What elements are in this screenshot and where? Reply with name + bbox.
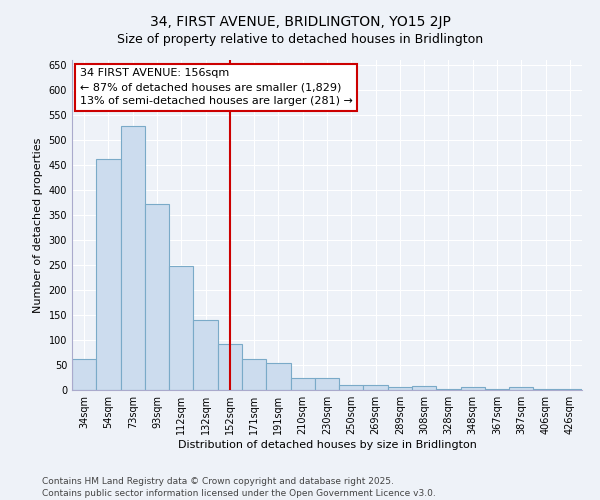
Y-axis label: Number of detached properties: Number of detached properties (33, 138, 43, 312)
Bar (436, 389, 461, 390)
Bar (461, 386, 485, 390)
Bar (193, 320, 218, 390)
Bar (412, 386, 436, 390)
Bar (218, 344, 242, 390)
Bar (266, 363, 290, 390)
Bar (533, 388, 558, 390)
Bar (509, 387, 533, 390)
Bar (242, 359, 266, 390)
Text: Size of property relative to detached houses in Bridlington: Size of property relative to detached ho… (117, 32, 483, 46)
Bar (96, 158, 121, 390)
Bar (315, 378, 339, 390)
Bar (169, 266, 193, 390)
X-axis label: Distribution of detached houses by size in Bridlington: Distribution of detached houses by size … (178, 440, 476, 450)
Bar (558, 388, 582, 390)
Bar (364, 384, 388, 390)
Text: Contains HM Land Registry data © Crown copyright and database right 2025.
Contai: Contains HM Land Registry data © Crown c… (42, 476, 436, 498)
Bar (388, 387, 412, 390)
Text: 34, FIRST AVENUE, BRIDLINGTON, YO15 2JP: 34, FIRST AVENUE, BRIDLINGTON, YO15 2JP (149, 15, 451, 29)
Text: 34 FIRST AVENUE: 156sqm
← 87% of detached houses are smaller (1,829)
13% of semi: 34 FIRST AVENUE: 156sqm ← 87% of detache… (80, 68, 353, 106)
Bar (485, 388, 509, 390)
Bar (72, 359, 96, 390)
Bar (290, 378, 315, 390)
Bar (339, 385, 364, 390)
Bar (121, 126, 145, 390)
Bar (145, 204, 169, 390)
